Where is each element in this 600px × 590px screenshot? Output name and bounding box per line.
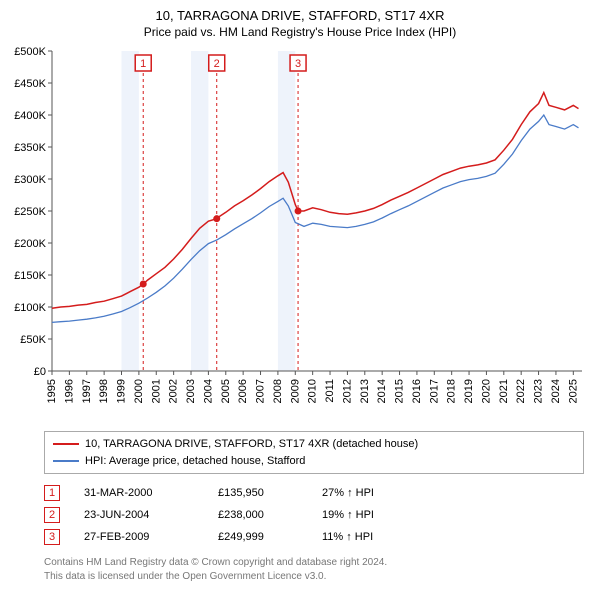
xtick-label: 2025: [567, 379, 579, 403]
ytick-label: £0: [34, 366, 46, 378]
ytick-label: £500K: [14, 46, 46, 58]
sales-row: 1 31-MAR-2000 £135,950 27% ↑ HPI: [44, 482, 584, 504]
sale-date: 27-FEB-2009: [84, 531, 194, 543]
xtick-label: 2004: [202, 379, 214, 403]
sale-number-box: 1: [44, 485, 60, 501]
attribution: Contains HM Land Registry data © Crown c…: [44, 556, 584, 583]
legend-row-hpi: HPI: Average price, detached house, Staf…: [53, 453, 575, 470]
sale-price: £249,999: [218, 531, 298, 543]
sales-row: 2 23-JUN-2004 £238,000 19% ↑ HPI: [44, 504, 584, 526]
xtick-label: 2003: [185, 379, 197, 403]
xtick-label: 1997: [81, 379, 93, 403]
shade-band: [278, 51, 295, 371]
attribution-line: Contains HM Land Registry data © Crown c…: [44, 556, 584, 570]
xtick-label: 1999: [116, 379, 128, 403]
event-number: 3: [295, 58, 301, 70]
page-title: 10, TARRAGONA DRIVE, STAFFORD, ST17 4XR: [4, 8, 596, 23]
legend-label: HPI: Average price, detached house, Staf…: [85, 453, 305, 470]
xtick-label: 2008: [272, 379, 284, 403]
legend-label: 10, TARRAGONA DRIVE, STAFFORD, ST17 4XR …: [85, 436, 418, 453]
legend-swatch: [53, 443, 79, 445]
ytick-label: £100K: [14, 302, 46, 314]
xtick-label: 2001: [150, 379, 162, 403]
xtick-label: 2010: [307, 379, 319, 403]
xtick-label: 2016: [411, 379, 423, 403]
xtick-label: 2022: [515, 379, 527, 403]
xtick-label: 2014: [376, 379, 388, 403]
sale-diff: 27% ↑ HPI: [322, 487, 374, 499]
xtick-label: 1998: [98, 379, 110, 403]
sale-diff: 19% ↑ HPI: [322, 509, 374, 521]
attribution-line: This data is licensed under the Open Gov…: [44, 570, 584, 584]
xtick-label: 2019: [463, 379, 475, 403]
legend-swatch: [53, 460, 79, 462]
sale-date: 31-MAR-2000: [84, 487, 194, 499]
xtick-label: 1996: [63, 379, 75, 403]
sale-diff: 11% ↑ HPI: [322, 531, 373, 543]
ytick-label: £350K: [14, 142, 46, 154]
xtick-label: 2009: [289, 379, 301, 403]
xtick-label: 2011: [324, 379, 336, 403]
ytick-label: £250K: [14, 206, 46, 218]
shade-band: [122, 51, 139, 371]
sale-price: £135,950: [218, 487, 298, 499]
ytick-label: £150K: [14, 270, 46, 282]
sales-row: 3 27-FEB-2009 £249,999 11% ↑ HPI: [44, 526, 584, 548]
xtick-label: 2018: [446, 379, 458, 403]
sales-table: 1 31-MAR-2000 £135,950 27% ↑ HPI 2 23-JUN-200…: [44, 482, 584, 548]
event-number: 2: [214, 58, 220, 70]
xtick-label: 2012: [341, 379, 353, 403]
legend-row-property: 10, TARRAGONA DRIVE, STAFFORD, ST17 4XR …: [53, 436, 575, 453]
event-number: 1: [140, 58, 146, 70]
xtick-label: 2024: [550, 379, 562, 403]
xtick-label: 2020: [480, 379, 492, 403]
xtick-label: 2002: [168, 379, 180, 403]
sale-price: £238,000: [218, 509, 298, 521]
ytick-label: £300K: [14, 174, 46, 186]
sale-date: 23-JUN-2004: [84, 509, 194, 521]
ytick-label: £400K: [14, 110, 46, 122]
xtick-label: 2006: [237, 379, 249, 403]
legend: 10, TARRAGONA DRIVE, STAFFORD, ST17 4XR …: [44, 431, 584, 474]
sale-number-box: 3: [44, 529, 60, 545]
xtick-label: 2021: [498, 379, 510, 403]
ytick-label: £200K: [14, 238, 46, 250]
sale-number-box: 2: [44, 507, 60, 523]
shade-band: [191, 51, 208, 371]
xtick-label: 1995: [46, 379, 58, 403]
xtick-label: 2007: [255, 379, 267, 403]
xtick-label: 2023: [533, 379, 545, 403]
ytick-label: £50K: [20, 334, 46, 346]
price-chart: £0 £50K £100K £150K £200K £250K £300K £350K £400…: [4, 45, 596, 425]
xtick-label: 2005: [220, 379, 232, 403]
xtick-label: 2000: [133, 379, 145, 403]
xtick-label: 2015: [394, 379, 406, 403]
ytick-label: £450K: [14, 78, 46, 90]
page-subtitle: Price paid vs. HM Land Registry's House …: [4, 25, 596, 39]
xtick-label: 2013: [359, 379, 371, 403]
xtick-label: 2017: [428, 379, 440, 403]
